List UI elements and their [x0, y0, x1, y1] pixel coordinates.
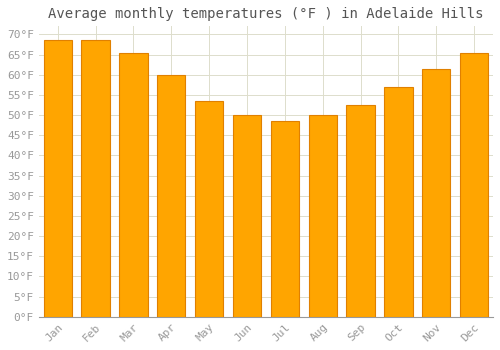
Bar [195, 101, 224, 317]
Bar [422, 69, 450, 317]
Bar [82, 40, 110, 317]
Bar [346, 105, 375, 317]
Bar [233, 115, 261, 317]
Bar [44, 40, 72, 317]
Title: Average monthly temperatures (°F ) in Adelaide Hills: Average monthly temperatures (°F ) in Ad… [48, 7, 484, 21]
Bar [384, 87, 412, 317]
Bar [157, 75, 186, 317]
Bar [119, 52, 148, 317]
Bar [308, 115, 337, 317]
Bar [270, 121, 299, 317]
Bar [460, 52, 488, 317]
